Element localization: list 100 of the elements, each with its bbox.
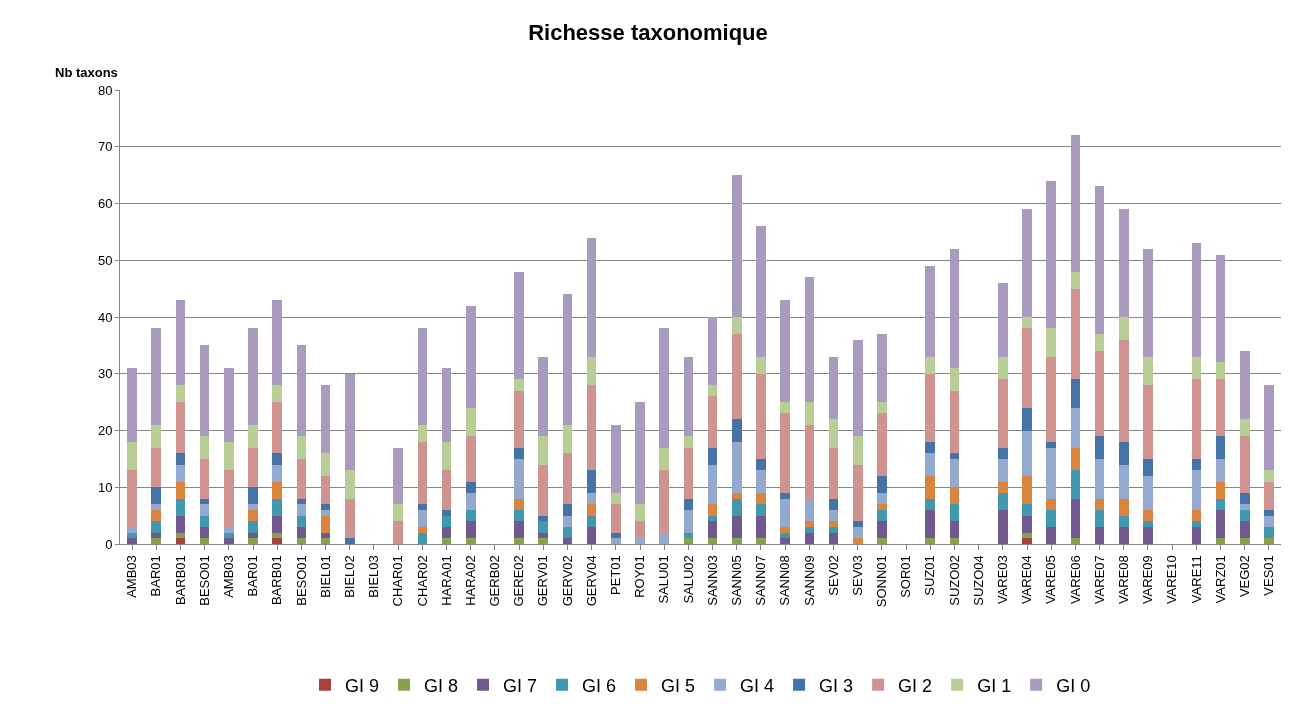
x-tick-label: GERV02 <box>559 555 575 607</box>
bar <box>1022 504 1032 516</box>
bar <box>1215 436 1226 459</box>
legend-label: GI 4 <box>740 675 775 696</box>
legend-label: GI 1 <box>977 675 1012 696</box>
bar <box>1215 254 1226 363</box>
bar <box>417 504 428 510</box>
bar <box>586 515 597 527</box>
bar <box>151 509 162 522</box>
bar <box>1094 498 1105 510</box>
legend-label: GI 9 <box>345 675 380 696</box>
bar <box>780 498 790 527</box>
bar <box>1143 248 1153 357</box>
x-tick-label: PET01 <box>608 555 624 595</box>
x-tick-label: AMB03 <box>221 555 237 598</box>
bar <box>611 424 621 493</box>
bar <box>756 458 766 471</box>
bar <box>514 521 524 539</box>
bar <box>731 538 742 544</box>
bar <box>707 464 718 505</box>
bar <box>1239 521 1250 539</box>
bar <box>1191 521 1202 527</box>
bar <box>731 175 742 317</box>
bar <box>417 424 428 442</box>
bar <box>1094 186 1105 335</box>
bar <box>1239 504 1250 510</box>
bar <box>1118 339 1129 442</box>
bar <box>949 248 960 369</box>
bar <box>659 447 670 471</box>
bar <box>1094 334 1105 352</box>
bar <box>804 526 815 533</box>
bar <box>611 504 621 533</box>
bar <box>465 492 476 510</box>
bar <box>320 475 331 505</box>
bar <box>514 458 524 499</box>
bar <box>1191 470 1202 510</box>
bar <box>804 424 815 499</box>
bar <box>635 402 645 505</box>
x-tick-label: BARB01 <box>172 555 188 606</box>
bar <box>1264 509 1274 516</box>
bar <box>1046 509 1057 527</box>
bar <box>1191 379 1202 459</box>
bar <box>175 515 186 533</box>
bar <box>707 538 718 544</box>
bar <box>828 356 839 420</box>
bar <box>635 504 645 522</box>
bar <box>1046 328 1057 357</box>
x-tick-label: BAR01 <box>245 555 261 597</box>
bar <box>248 538 258 544</box>
bar <box>683 498 694 510</box>
bar <box>151 532 162 539</box>
bar <box>151 487 162 505</box>
bar <box>828 498 839 510</box>
legend-label: GI 3 <box>819 675 854 696</box>
bar <box>852 538 863 544</box>
bar <box>1070 538 1081 544</box>
bar <box>1143 385 1153 459</box>
bar <box>611 538 621 544</box>
bar <box>1070 470 1081 499</box>
bar <box>925 498 936 510</box>
bar <box>562 538 573 544</box>
bar <box>151 538 162 544</box>
bar <box>175 538 186 544</box>
bar <box>248 447 258 488</box>
bar <box>1264 515 1274 527</box>
bar <box>635 538 645 544</box>
bar <box>998 447 1008 459</box>
bar <box>586 504 597 516</box>
bar <box>949 504 960 522</box>
bar <box>296 504 307 516</box>
bar <box>441 368 452 442</box>
bar <box>877 538 887 544</box>
bar <box>1215 498 1226 510</box>
bar <box>1094 526 1105 544</box>
bar <box>296 538 307 544</box>
x-tick-label: HARA02 <box>462 555 478 606</box>
bar <box>344 538 355 544</box>
bar <box>1239 436 1250 493</box>
bar <box>756 492 766 505</box>
y-tick-label: 70 <box>97 139 113 155</box>
bar <box>248 504 258 510</box>
bar <box>417 532 428 544</box>
x-tick-label: VARE03 <box>995 555 1011 605</box>
bar <box>586 470 597 493</box>
x-tick-label: VARE04 <box>1019 555 1035 605</box>
bar <box>1070 271 1081 289</box>
bar <box>925 373 936 442</box>
bar <box>1070 379 1081 408</box>
bar <box>272 498 283 516</box>
bar <box>248 521 258 533</box>
bar <box>949 458 960 488</box>
bar <box>127 538 137 544</box>
x-tick-label: BESO01 <box>293 555 309 606</box>
bar <box>1143 521 1153 527</box>
bar <box>1239 538 1250 544</box>
legend-label: GI 7 <box>503 675 538 696</box>
bar <box>731 492 742 499</box>
bar <box>925 475 936 499</box>
bar <box>1094 458 1105 499</box>
bar <box>272 453 283 465</box>
